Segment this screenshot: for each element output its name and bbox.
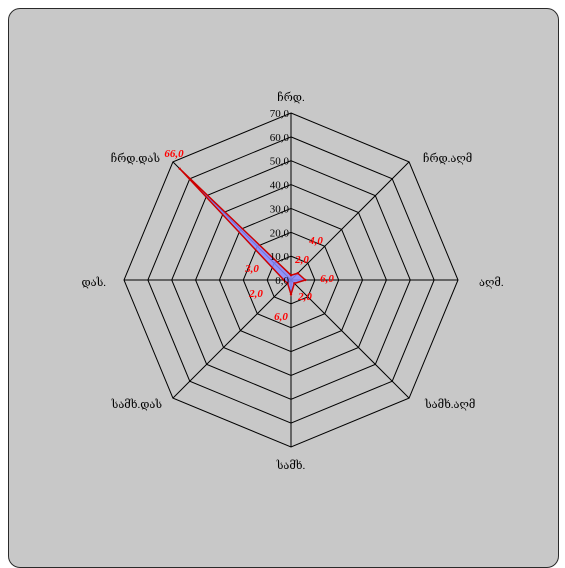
tick-label: 40,0	[270, 180, 290, 192]
data-point	[289, 293, 293, 296]
data-label: 2,0	[294, 254, 309, 266]
data-point	[293, 282, 296, 285]
direction-label: სამხ.აღმ	[424, 399, 475, 411]
tick-label: 0,0	[275, 275, 289, 287]
direction-labels: ჩრდ. ჩრდ.აღმ აღმ. სამხ.აღმ სამხ. სამხ.დას დას.…	[81, 92, 503, 472]
spoke-line	[290, 161, 410, 281]
tick-label: 50,0	[270, 156, 290, 168]
data-point	[286, 282, 289, 285]
data-point	[282, 278, 286, 282]
data-label: 6,0	[320, 273, 334, 285]
radial-ticks: 0,0 10,0 20,0 30,0 40,0 50,0 60,0 70,0	[270, 108, 290, 287]
tick-label: 10,0	[270, 251, 290, 263]
radar-series	[178, 167, 307, 297]
tick-label: 20,0	[270, 227, 290, 239]
data-point	[304, 278, 307, 282]
direction-label: ჩრდ.დას	[111, 153, 161, 165]
data-label: 6,0	[274, 311, 288, 323]
direction-label: ჩრდ.	[277, 92, 305, 104]
data-point	[296, 272, 299, 275]
spoke-line	[172, 279, 292, 399]
data-label: 2,0	[248, 288, 263, 300]
tick-label: 70,0	[270, 108, 290, 120]
direction-label: აღმ.	[479, 277, 504, 289]
data-label: 3,0	[244, 263, 259, 275]
direction-label: სამხ.	[276, 460, 306, 472]
data-label: 2,0	[297, 291, 312, 303]
data-label: 66,0	[164, 148, 184, 160]
data-point	[289, 274, 293, 277]
tick-label: 30,0	[270, 203, 290, 215]
direction-label: სამხ.დას	[111, 399, 163, 411]
data-label: 4,0	[308, 235, 323, 247]
direction-label: დას.	[81, 277, 106, 289]
radar-grid	[123, 112, 459, 448]
radar-chart: 0,010,020,030,040,050,060,070,0 ჩრდ.ჩრდ.…	[81, 92, 503, 472]
data-point	[178, 167, 181, 170]
direction-label: ჩრდ.აღმ	[423, 153, 472, 165]
spoke-line	[290, 279, 410, 399]
data-labels: 2,0 4,0 6,0 2,0 6,0 2,0 3,0 66,0	[164, 148, 334, 323]
tick-label: 60,0	[270, 132, 290, 144]
